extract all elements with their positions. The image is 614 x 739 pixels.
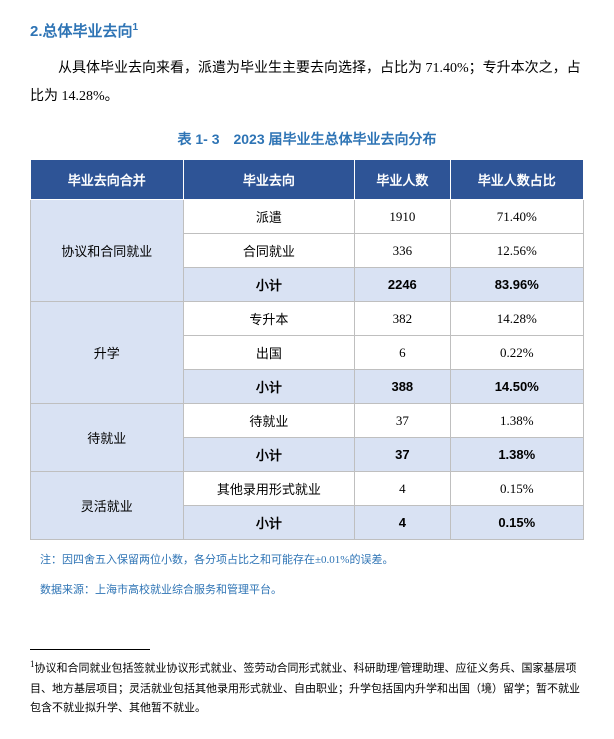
cell-count: 1910 — [355, 200, 450, 234]
cell-count: 6 — [355, 336, 450, 370]
cell-dest: 待就业 — [183, 404, 355, 438]
note-rounding: 注：因四舍五入保留两位小数，各分项占比之和可能存在±0.01%的误差。 — [40, 552, 584, 570]
cell-subtotal-pct: 83.96% — [450, 268, 584, 302]
cell-subtotal-count: 388 — [355, 370, 450, 404]
cell-subtotal-pct: 14.50% — [450, 370, 584, 404]
cell-count: 4 — [355, 472, 450, 506]
footnote-text: 协议和合同就业包括签就业协议形式就业、签劳动合同形式就业、科研助理/管理助理、应… — [30, 663, 580, 715]
cell-subtotal-count: 37 — [355, 438, 450, 472]
cell-category: 升学 — [31, 302, 184, 404]
cell-pct: 14.28% — [450, 302, 584, 336]
note-source: 数据来源：上海市高校就业综合服务和管理平台。 — [40, 582, 584, 600]
cell-dest: 派遣 — [183, 200, 355, 234]
table-header-row: 毕业去向合并 毕业去向 毕业人数 毕业人数占比 — [31, 160, 584, 200]
cell-dest: 出国 — [183, 336, 355, 370]
cell-subtotal-pct: 1.38% — [450, 438, 584, 472]
cell-pct: 1.38% — [450, 404, 584, 438]
cell-dest: 合同就业 — [183, 234, 355, 268]
section-title-sup: 1 — [133, 22, 139, 33]
cell-subtotal-dest: 小计 — [183, 370, 355, 404]
cell-subtotal-count: 2246 — [355, 268, 450, 302]
footnote: 1协议和合同就业包括签就业协议形式就业、签劳动合同形式就业、科研助理/管理助理、… — [30, 656, 584, 719]
th-dest: 毕业去向 — [183, 160, 355, 200]
cell-subtotal-dest: 小计 — [183, 268, 355, 302]
th-pct: 毕业人数占比 — [450, 160, 584, 200]
cell-category: 灵活就业 — [31, 472, 184, 540]
footnote-separator — [30, 649, 150, 650]
cell-subtotal-count: 4 — [355, 506, 450, 540]
table-title: 表 1- 3 2023 届毕业生总体毕业去向分布 — [30, 129, 584, 149]
cell-pct: 12.56% — [450, 234, 584, 268]
distribution-table: 毕业去向合并 毕业去向 毕业人数 毕业人数占比 协议和合同就业派遣191071.… — [30, 159, 584, 540]
section-body: 从具体毕业去向来看，派遣为毕业生主要去向选择，占比为 71.40%；专升本次之，… — [30, 55, 584, 111]
th-category: 毕业去向合并 — [31, 160, 184, 200]
table-row: 灵活就业其他录用形式就业40.15% — [31, 472, 584, 506]
table-row: 升学专升本38214.28% — [31, 302, 584, 336]
cell-count: 382 — [355, 302, 450, 336]
table-body: 协议和合同就业派遣191071.40%合同就业33612.56%小计224683… — [31, 200, 584, 540]
cell-count: 336 — [355, 234, 450, 268]
cell-pct: 0.15% — [450, 472, 584, 506]
cell-pct: 0.22% — [450, 336, 584, 370]
cell-pct: 71.40% — [450, 200, 584, 234]
cell-dest: 其他录用形式就业 — [183, 472, 355, 506]
section-title-text: 2.总体毕业去向 — [30, 23, 133, 40]
cell-dest: 专升本 — [183, 302, 355, 336]
th-count: 毕业人数 — [355, 160, 450, 200]
cell-category: 协议和合同就业 — [31, 200, 184, 302]
section-title: 2.总体毕业去向1 — [30, 20, 584, 41]
cell-count: 37 — [355, 404, 450, 438]
cell-subtotal-dest: 小计 — [183, 438, 355, 472]
cell-subtotal-pct: 0.15% — [450, 506, 584, 540]
cell-category: 待就业 — [31, 404, 184, 472]
table-row: 待就业待就业371.38% — [31, 404, 584, 438]
table-row: 协议和合同就业派遣191071.40% — [31, 200, 584, 234]
cell-subtotal-dest: 小计 — [183, 506, 355, 540]
